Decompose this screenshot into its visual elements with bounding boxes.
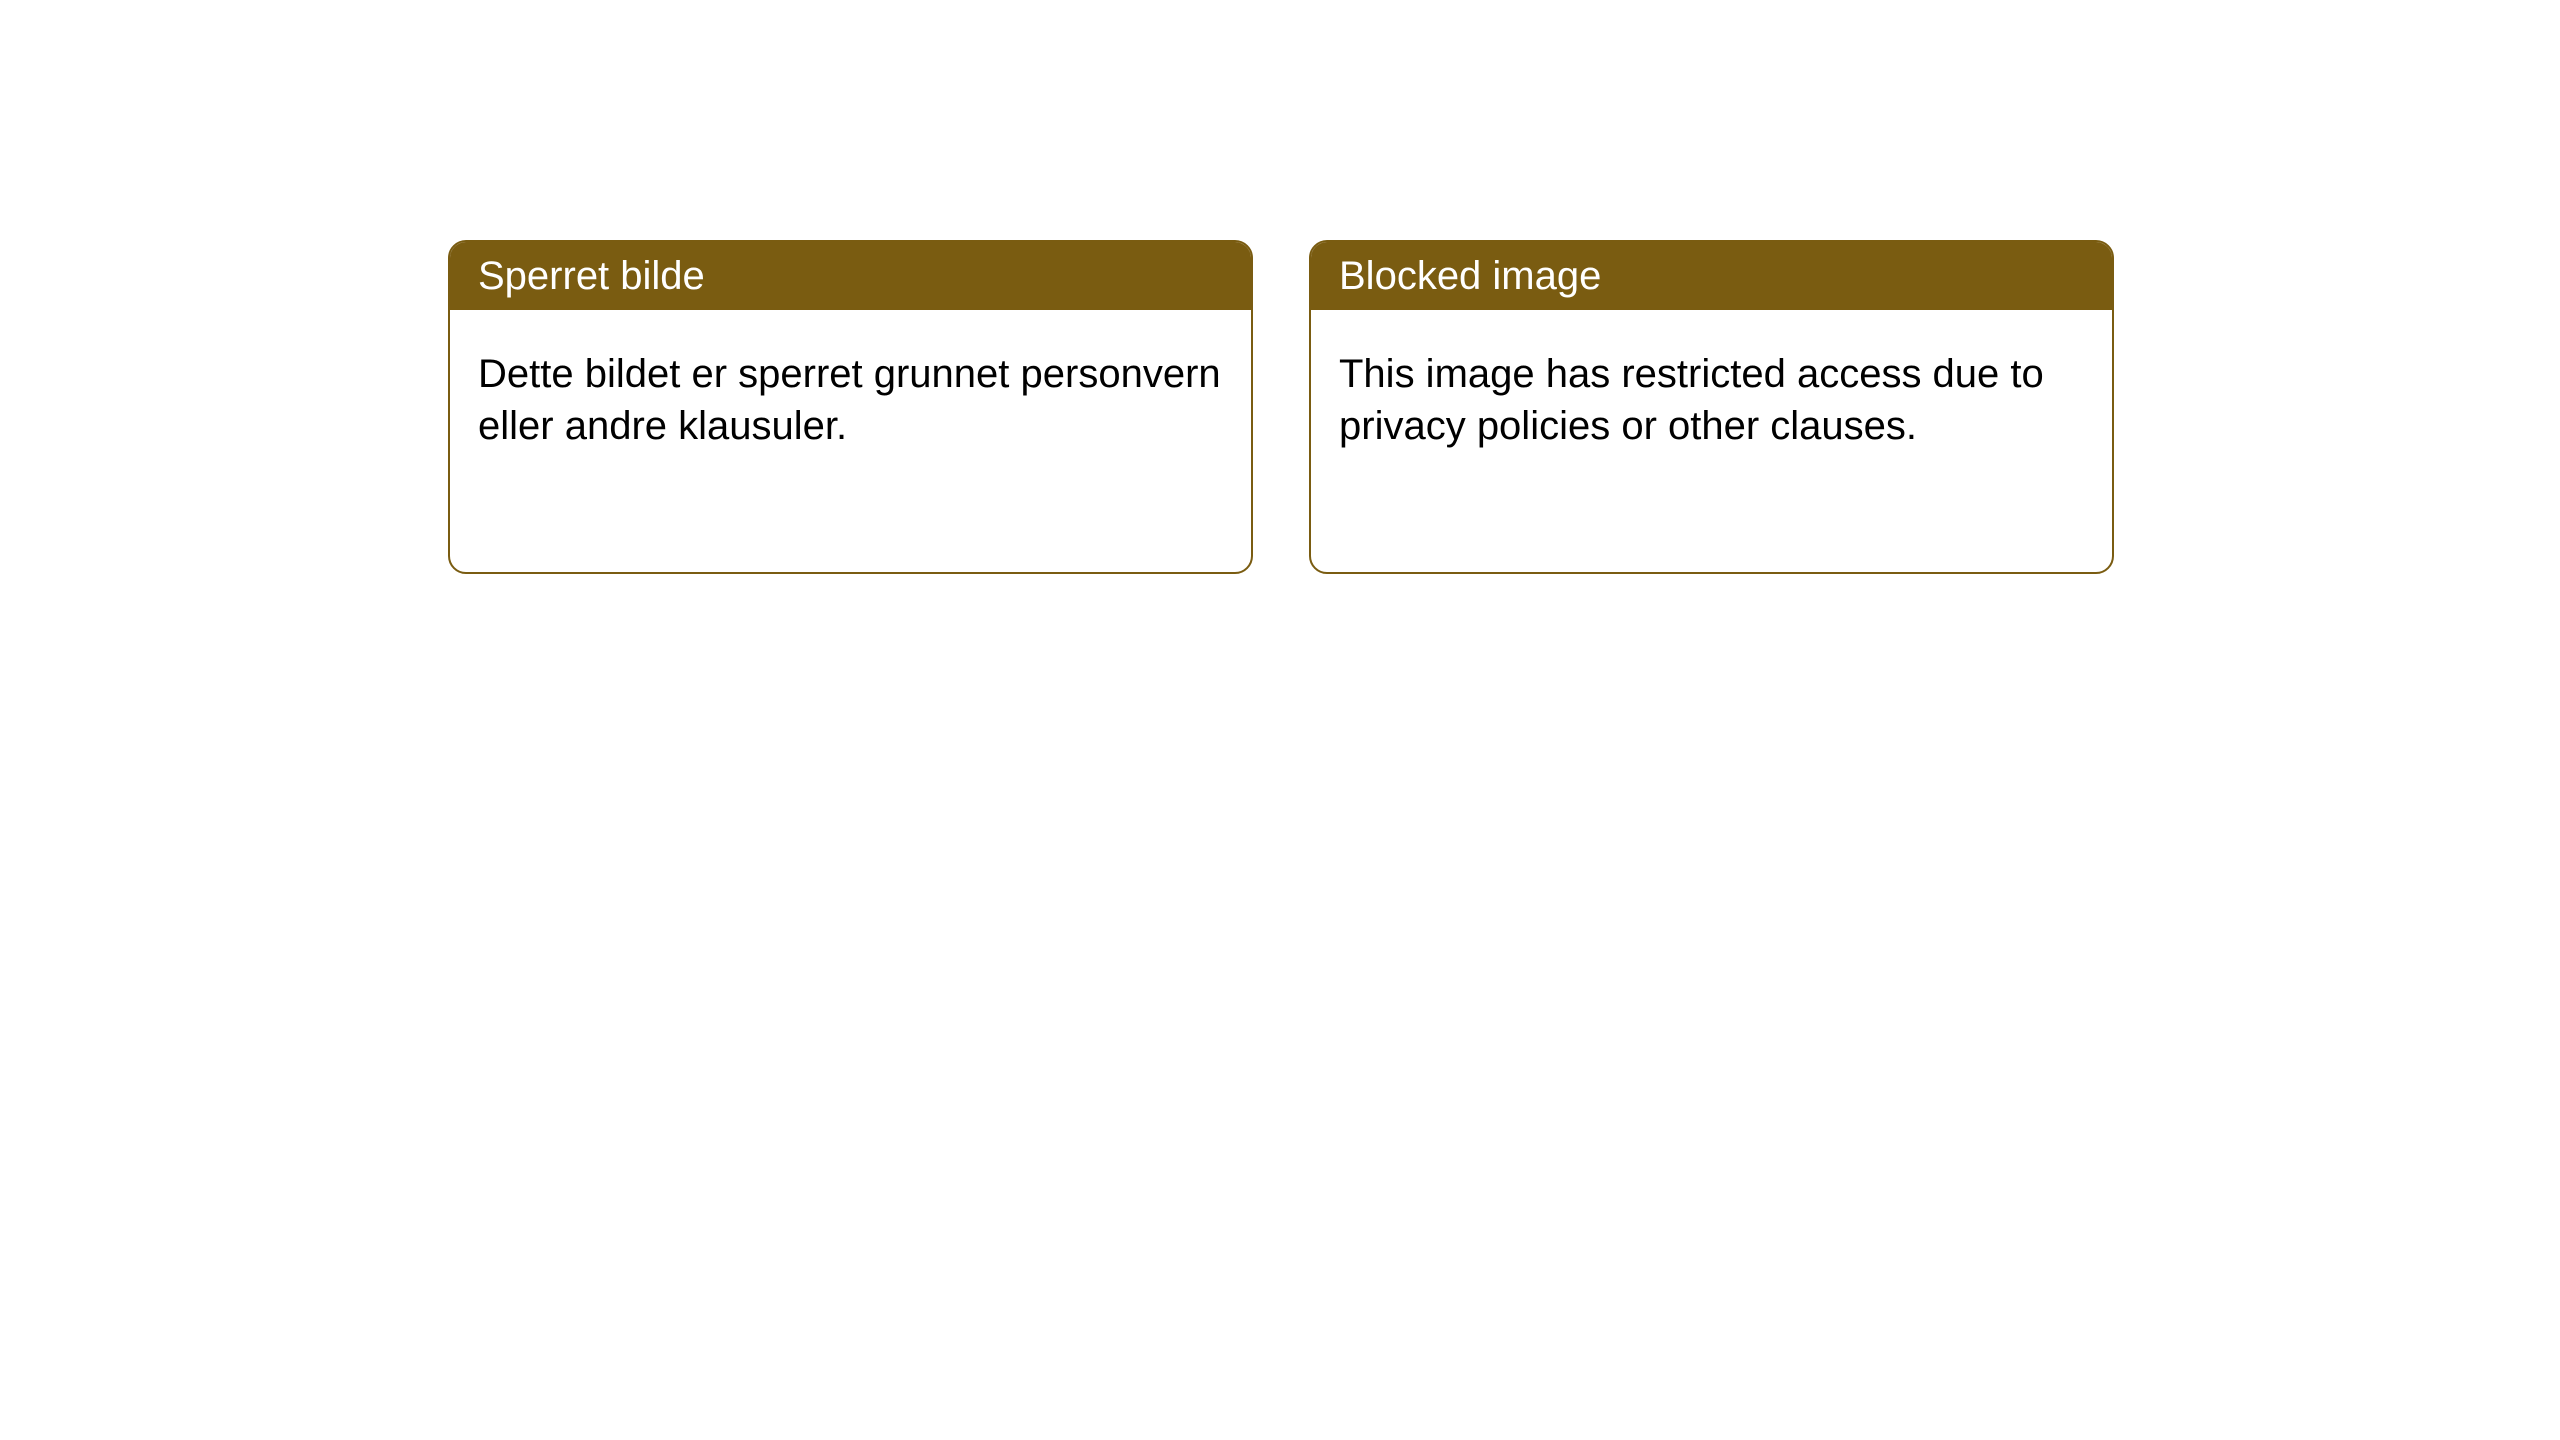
notice-card-norwegian: Sperret bilde Dette bildet er sperret gr… — [448, 240, 1253, 574]
notice-message: Dette bildet er sperret grunnet personve… — [478, 352, 1221, 448]
notice-body: This image has restricted access due to … — [1311, 310, 2112, 480]
notice-header: Blocked image — [1311, 242, 2112, 310]
notice-title: Blocked image — [1339, 254, 1601, 298]
notice-title: Sperret bilde — [478, 254, 705, 298]
notice-message: This image has restricted access due to … — [1339, 352, 2044, 448]
notice-body: Dette bildet er sperret grunnet personve… — [450, 310, 1251, 480]
notice-header: Sperret bilde — [450, 242, 1251, 310]
notice-container: Sperret bilde Dette bildet er sperret gr… — [448, 240, 2114, 574]
notice-card-english: Blocked image This image has restricted … — [1309, 240, 2114, 574]
